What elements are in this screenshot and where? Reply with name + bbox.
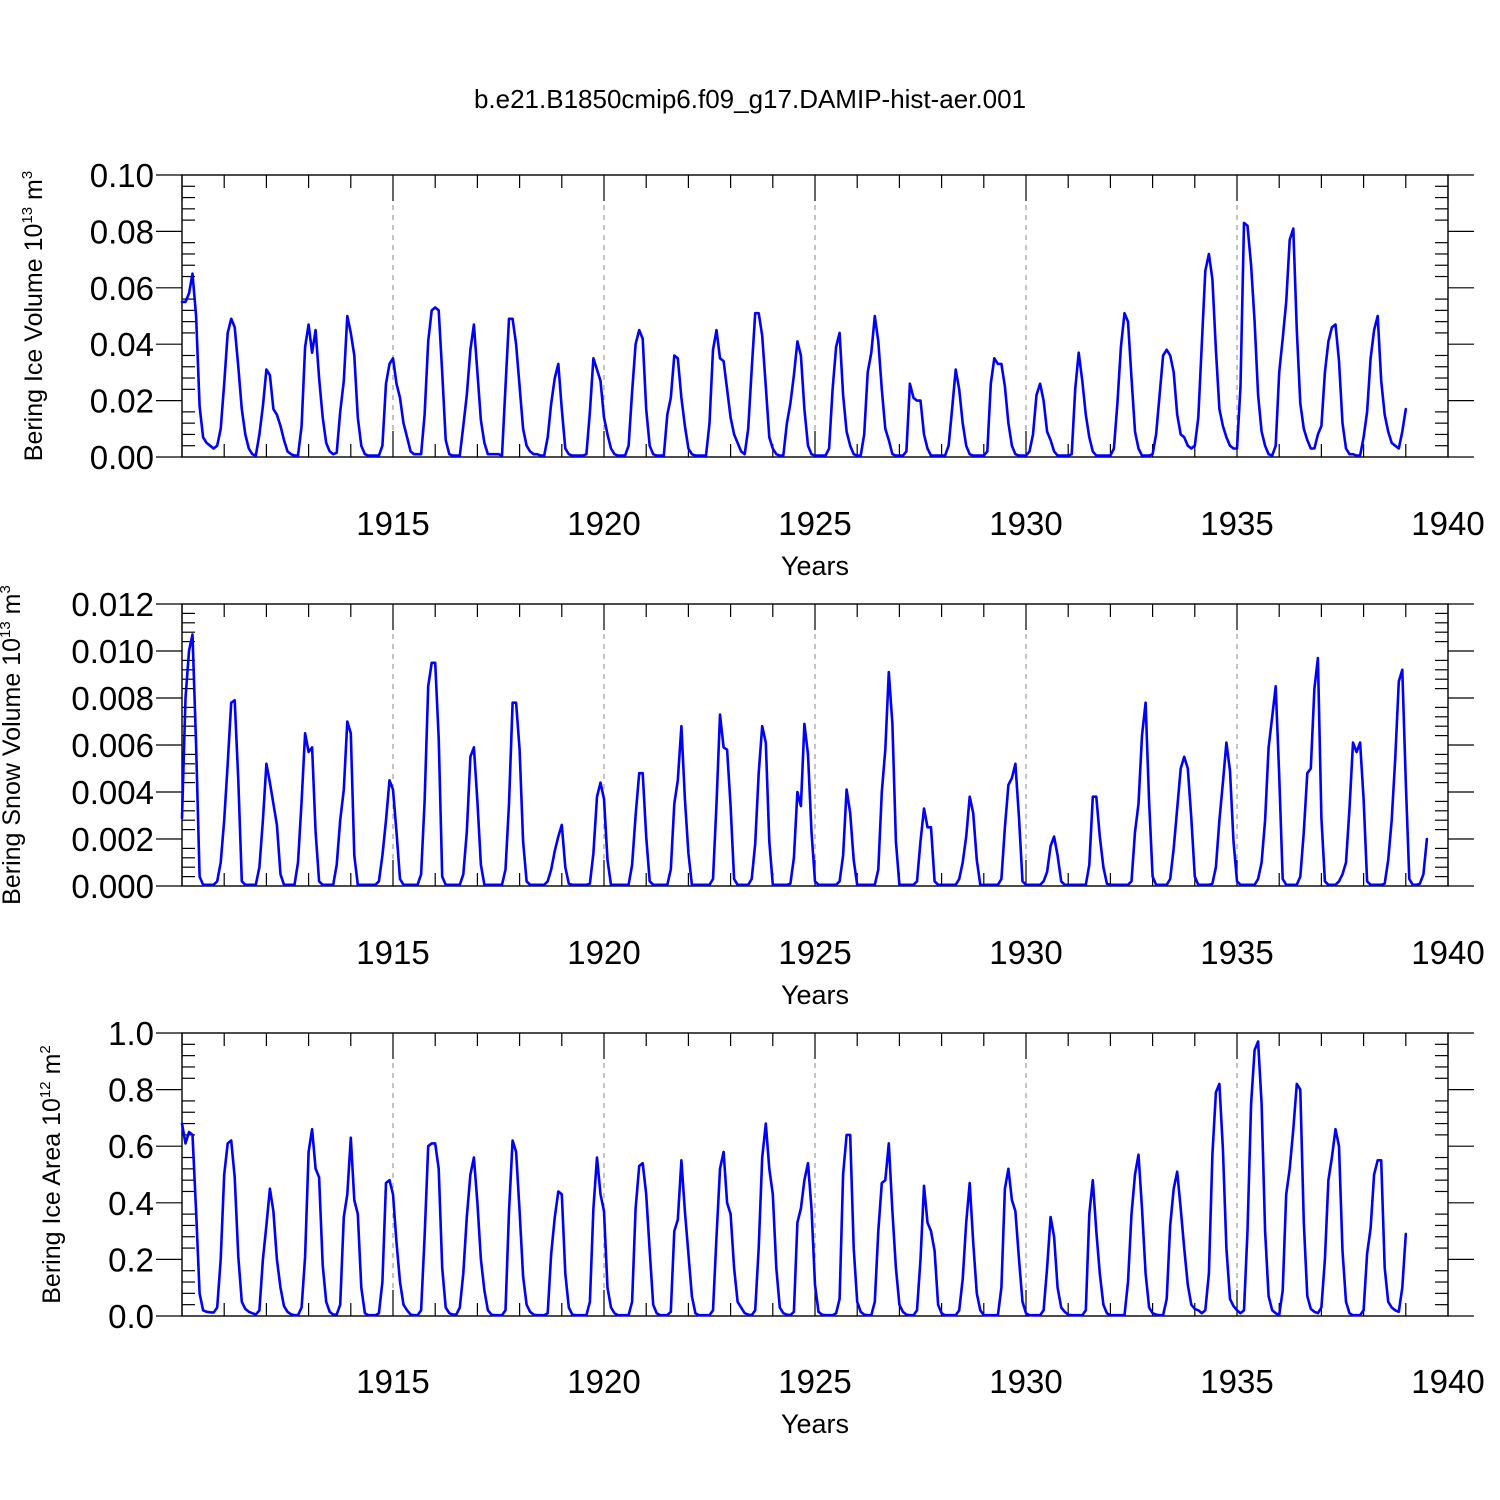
y-axis-label-text: Bering Snow Volume 10	[0, 638, 26, 905]
y-axis-label-superscript: 13	[19, 207, 36, 224]
plot-frame	[181, 174, 1449, 458]
y-axis-label-superscript: 12	[37, 1081, 54, 1098]
panel-3: 0.0 0.2 0.4 0.6 0.8 1.0 1915 1920 1925 1930 1935 19…	[37, 1015, 1485, 1439]
x-tick-label: 1920	[567, 934, 640, 971]
y-axis-label-superscript: 13	[0, 621, 14, 638]
y-axis-label-text: m	[38, 1054, 66, 1082]
y-tick-label: 0.012	[71, 586, 154, 623]
x-tick-label: 1940	[1411, 934, 1484, 971]
y-tick-label: 0.4	[108, 1185, 154, 1222]
x-tick-label: 1915	[356, 505, 429, 542]
y-axis-label-text: m	[20, 179, 48, 207]
y-tick-label: 0.06	[90, 270, 154, 307]
plot-frame	[181, 1032, 1449, 1317]
y-axis-label: Bering Ice Volume 1013 m3	[19, 171, 48, 461]
y-tick-label: 0.006	[71, 727, 154, 764]
x-tick-label: 1920	[567, 1363, 640, 1400]
y-tick-label: 0.8	[108, 1072, 154, 1109]
y-tick-label: 0.010	[71, 633, 154, 670]
series-line	[180, 1040, 1408, 1317]
y-tick-label: 1.0	[108, 1015, 154, 1052]
x-tick-label: 1930	[989, 1363, 1062, 1400]
y-tick-label: 0.008	[71, 680, 154, 717]
y-tick-label: 0.2	[108, 1241, 154, 1278]
x-tick-label: 1935	[1200, 934, 1273, 971]
y-axis-label-text: m	[0, 594, 26, 622]
x-tick-label: 1935	[1200, 1363, 1273, 1400]
y-axis-label: Bering Snow Volume 1013 m3	[0, 585, 26, 905]
x-axis-label: Years	[781, 1409, 849, 1439]
x-tick-label: 1935	[1200, 505, 1273, 542]
y-tick-label: 0.08	[90, 213, 154, 250]
x-tick-label: 1925	[778, 1363, 851, 1400]
x-tick-label: 1930	[989, 505, 1062, 542]
x-tick-label: 1925	[778, 505, 851, 542]
figure-title: b.e21.B1850cmip6.f09_g17.DAMIP-hist-aer.…	[474, 84, 1026, 114]
x-axis-label: Years	[781, 980, 849, 1010]
panel-1: 0.00 0.02 0.04 0.06 0.08 0.10 1915 1920 1925 1930…	[19, 157, 1485, 581]
x-tick-label: 1940	[1411, 505, 1484, 542]
x-tick-label: 1915	[356, 934, 429, 971]
x-tick-label: 1940	[1411, 1363, 1484, 1400]
y-tick-label: 0.002	[71, 821, 154, 858]
y-tick-label: 0.6	[108, 1128, 154, 1165]
plot-frame	[181, 603, 1449, 887]
y-axis-label-superscript: 2	[37, 1045, 54, 1053]
x-tick-label: 1930	[989, 934, 1062, 971]
y-tick-label: 0.004	[71, 774, 154, 811]
y-tick-label: 0.00	[90, 439, 154, 476]
y-axis-label: Bering Ice Area 1012 m2	[37, 1045, 66, 1304]
y-tick-label: 0.0	[108, 1298, 154, 1335]
series-line	[180, 633, 1429, 887]
x-tick-label: 1915	[356, 1363, 429, 1400]
y-tick-label: 0.04	[90, 326, 154, 363]
panel-2: 0.000 0.002 0.004 0.006 0.008 0.010 0.012 1915 1…	[0, 585, 1485, 1010]
y-tick-label: 0.10	[90, 157, 154, 194]
x-tick-label: 1920	[567, 505, 640, 542]
x-axis-label: Years	[781, 551, 849, 581]
y-tick-label: 0.02	[90, 383, 154, 420]
y-axis-label-text: Bering Ice Volume 10	[20, 224, 48, 462]
y-axis-label-superscript: 3	[0, 585, 14, 593]
y-axis-label-text: Bering Ice Area 10	[38, 1098, 66, 1304]
x-tick-label: 1925	[778, 934, 851, 971]
series-line	[180, 221, 1408, 457]
y-tick-label: 0.000	[71, 868, 154, 905]
y-axis-label-superscript: 3	[19, 171, 36, 179]
